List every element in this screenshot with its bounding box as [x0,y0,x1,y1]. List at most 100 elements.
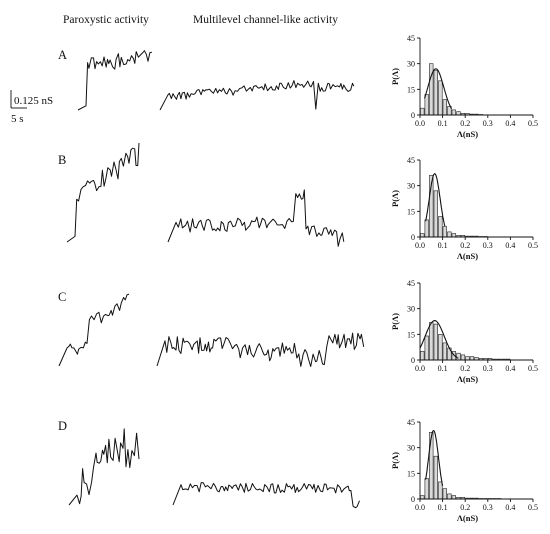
histogram-bar [451,495,457,500]
x-tick-label: 0.5 [528,241,538,250]
x-tick-label: 0.3 [483,119,493,128]
scale-bar-time: 5 s [11,113,24,125]
gaussian-fit-curve [423,68,453,109]
histogram-bar [442,342,448,361]
x-tick-label: 0.2 [460,119,470,128]
paroxystic-trace-c [58,293,130,367]
x-tick-label: 0.0 [415,364,425,373]
histogram-bar [456,352,461,361]
y-tick-label: 45 [407,156,415,165]
y-axis-label: P(Λ) [390,190,400,207]
x-tick-label: 0.2 [460,364,470,373]
y-tick-label: 0 [411,356,415,365]
x-tick-label: 0.5 [528,503,538,512]
x-axis-label: Λ(nS) [457,129,478,139]
histogram-bar [442,488,448,500]
histogram-bar [438,333,443,361]
x-tick-label: 0.4 [505,241,515,250]
histogram-bar [433,455,439,500]
x-axis-label: Λ(nS) [457,374,478,384]
gaussian-fit-curve [419,320,459,359]
x-tick-label: 0.0 [415,119,425,128]
y-axis-label: P(Λ) [390,68,400,85]
x-tick-label: 0.5 [528,364,538,373]
histogram-bar [456,111,461,116]
multilevel-trace-c [156,332,365,367]
x-tick-label: 0.3 [483,241,493,250]
x-axis-label: Λ(nS) [457,251,478,261]
histogram-bar [424,478,429,500]
histogram-a: 0.0 0.1 0.2 0.3 0.4 0.5 0 15 30 45 Λ(nS) P(Λ) [390,34,538,139]
histogram-bar [465,356,470,361]
x-tick-label: 0.1 [438,503,448,512]
y-tick-label: 45 [407,418,415,427]
panel-label-a: A [58,48,67,62]
histogram-bar [424,219,429,238]
scale-bar-conductance: 0.125 nS [14,95,53,107]
paroxystic-trace-a [77,50,152,111]
x-tick-label: 0.1 [438,241,448,250]
panel-label-c: C [58,290,66,304]
histogram-bar [424,335,429,361]
histogram-bar [442,99,448,116]
x-axis-label: Λ(nS) [457,513,478,523]
x-tick-label: 0.4 [505,119,515,128]
y-axis-label: P(Λ) [390,452,400,469]
y-tick-label: 15 [407,207,415,216]
histogram-bar [433,323,439,361]
histogram-bar [442,226,448,238]
histogram-bar [447,493,452,500]
multilevel-trace-b [167,189,345,247]
y-tick-label: 0 [411,233,415,242]
histogram-bar [469,356,475,361]
histogram-bar [429,431,434,500]
x-tick-label: 0.4 [505,364,515,373]
y-tick-label: 15 [407,469,415,478]
gaussian-fit-curve [425,173,446,227]
multilevel-trace-a [159,80,355,111]
histogram-b: 0.0 0.1 0.2 0.3 0.4 0.5 0 15 30 45 Λ(nS) P(Λ) [390,156,538,261]
y-tick-label: 0 [411,111,415,120]
histogram-bar [420,233,425,238]
y-tick-label: 30 [407,60,415,69]
histogram-bar [438,216,443,238]
histogram-bar [420,107,425,116]
x-tick-label: 0.5 [528,119,538,128]
x-tick-label: 0.1 [438,119,448,128]
histogram-c: 0.0 0.1 0.2 0.3 0.4 0.5 0 15 30 45 Λ(nS) P(Λ) [390,279,538,384]
paroxystic-header: Paroxystic activity [63,14,149,26]
multilevel-trace-d [172,482,360,509]
histogram-bar [433,190,439,238]
histogram-bar [451,233,457,238]
histogram-bar [438,80,443,116]
panel-label-d: D [58,419,67,433]
multilevel-header: Multilevel channel-like activity [193,14,338,26]
x-tick-label: 0.2 [460,241,470,250]
histogram-bar [451,109,457,116]
histogram-bar [438,481,443,500]
y-tick-label: 0 [411,495,415,504]
x-tick-label: 0.0 [415,503,425,512]
gaussian-fit-curve [425,430,444,487]
y-tick-label: 30 [407,444,415,453]
y-tick-label: 30 [407,305,415,314]
histogram-d: 0.0 0.1 0.2 0.3 0.4 0.5 0 15 30 45 Λ(nS) P(Λ) [390,418,538,523]
paroxystic-trace-b [66,142,140,243]
x-tick-label: 0.4 [505,503,515,512]
histogram-bar [447,231,452,238]
x-tick-label: 0.1 [438,364,448,373]
histogram-bar [420,351,425,361]
histogram-bar [420,495,425,500]
histogram-bar [424,94,429,116]
paroxystic-trace-d [68,428,140,506]
x-tick-label: 0.3 [483,503,493,512]
panel-label-b: B [58,153,66,167]
histogram-bar [429,322,434,361]
y-axis-label: P(Λ) [390,313,400,330]
y-tick-label: 45 [407,34,415,43]
y-tick-label: 15 [407,330,415,339]
histogram-bar [433,70,439,116]
histogram-bar [460,354,466,361]
y-tick-label: 45 [407,279,415,288]
